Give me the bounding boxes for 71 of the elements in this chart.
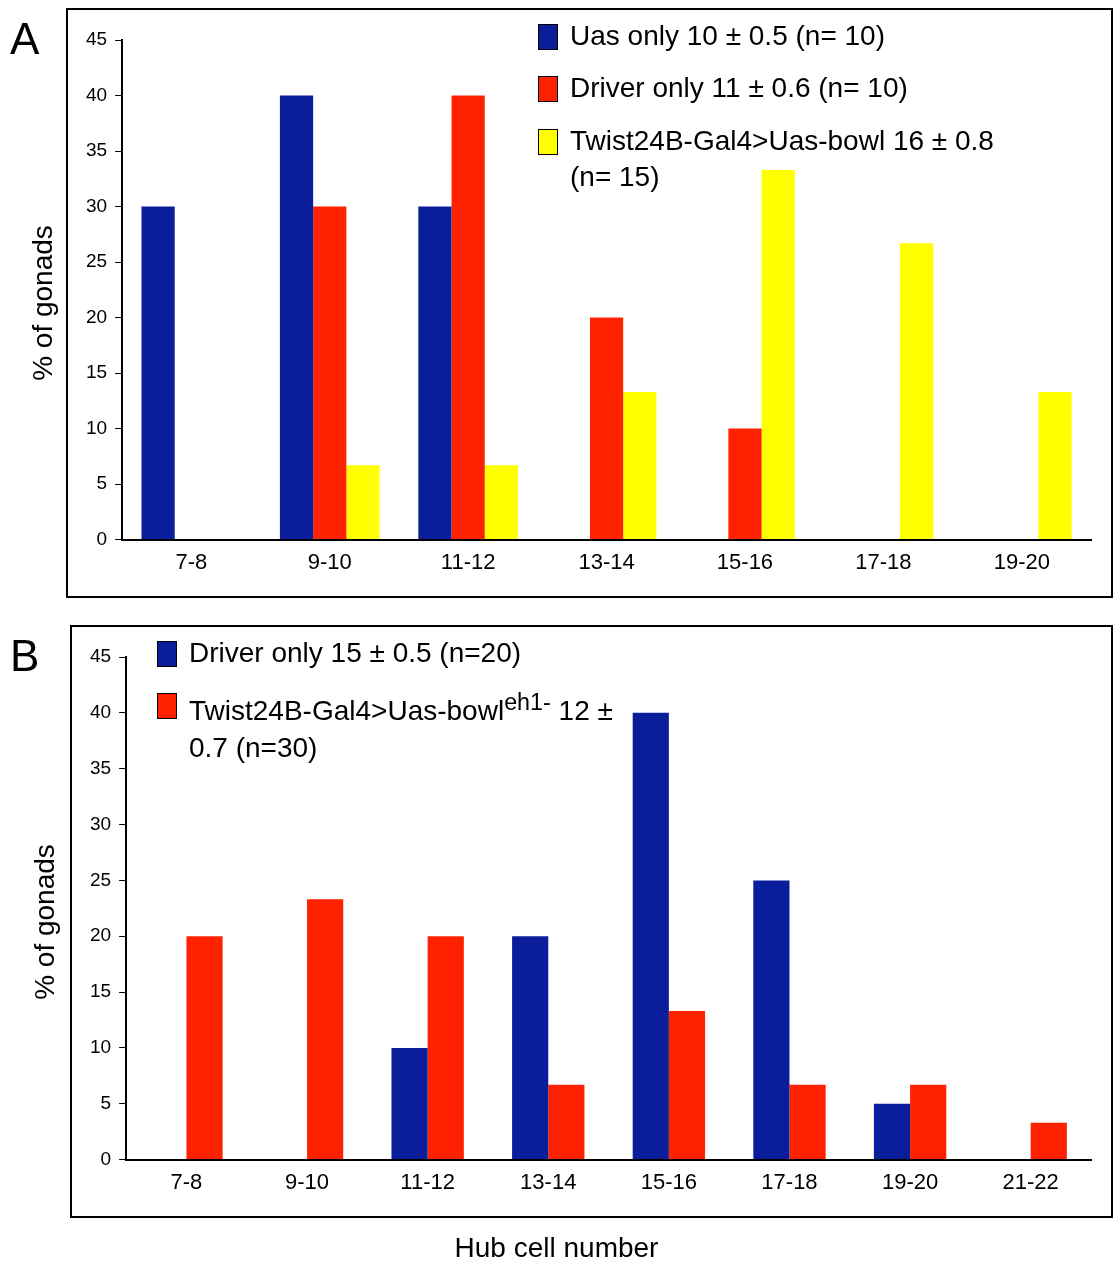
y-tick-label: 5 <box>96 472 108 494</box>
x-tick-label: 19-20 <box>993 548 1050 574</box>
legend-label: Uas only 10 ± 0.5 (n= 10) <box>570 19 885 53</box>
x-tick-label: 11-12 <box>400 1168 455 1194</box>
y-tick-label: 5 <box>100 1091 112 1113</box>
bar <box>753 880 790 1160</box>
y-tick-label: 30 <box>85 194 108 216</box>
y-tick-label: 20 <box>89 924 112 946</box>
y-tick-label: 10 <box>89 1036 112 1058</box>
y-tick-label: 25 <box>85 250 108 272</box>
y-tick-label: 0 <box>100 1147 112 1169</box>
x-tick-label: 15-16 <box>640 1168 698 1194</box>
y-tick-label: 40 <box>89 701 112 723</box>
bar <box>548 1084 585 1160</box>
bar <box>623 391 657 540</box>
x-tick-label: 9-10 <box>307 548 352 574</box>
x-tick-label: 21-22 <box>1002 1168 1059 1194</box>
bar <box>728 428 762 540</box>
y-tick-label: 15 <box>89 980 112 1002</box>
bar <box>307 899 344 1160</box>
bar <box>484 465 518 540</box>
bar <box>632 712 669 1160</box>
y-tick-label: 45 <box>85 28 108 50</box>
bar <box>418 206 452 540</box>
x-tick-label: 15-16 <box>716 548 774 574</box>
x-tick-label: 13-14 <box>578 548 635 574</box>
x-tick-label: 7-8 <box>170 1168 203 1194</box>
x-tick-label: 17-18 <box>855 548 912 574</box>
bar <box>1030 1122 1067 1160</box>
x-axis-title: Hub cell number <box>453 1232 660 1264</box>
y-tick-label: 45 <box>89 645 112 667</box>
y-tick-label: 15 <box>85 361 108 383</box>
bar <box>668 1011 706 1160</box>
x-tick-label: 7-8 <box>175 548 208 574</box>
x-tick-label: 17-18 <box>761 1168 818 1194</box>
x-tick-label: 13-14 <box>520 1168 577 1194</box>
bar <box>1038 391 1072 540</box>
bar <box>761 169 795 540</box>
bar <box>313 206 347 540</box>
bar <box>186 936 223 1160</box>
x-tick-label: 11-12 <box>440 548 496 574</box>
x-tick-label: 9-10 <box>285 1168 330 1194</box>
y-tick-label: 10 <box>85 416 108 438</box>
bar <box>512 936 549 1160</box>
text: Twist24B-Gal4>Uas-bowl$^{eh1-}$ 12 ± 0.7 (n=30) <box>189 689 613 764</box>
y-tick-label: 0 <box>96 527 108 549</box>
bar <box>391 1047 428 1160</box>
y-tick-label: 30 <box>89 812 112 834</box>
text: A <box>10 14 40 64</box>
bar <box>451 95 485 540</box>
legend-label: Twist24B-Gal4>Uas-bowl 16 ± 0.8 (n= 15) <box>570 123 995 195</box>
bar <box>900 243 934 540</box>
bar <box>789 1084 826 1160</box>
x-tick-label: 19-20 <box>881 1168 939 1194</box>
bar <box>141 206 175 540</box>
legend-label: Driver only 11 ± 0.6 (n= 10) <box>570 71 908 106</box>
y-axis-title: % of gonads <box>26 225 59 381</box>
bar <box>427 936 464 1160</box>
bar <box>910 1084 947 1160</box>
bar <box>279 95 314 540</box>
bar <box>346 465 380 540</box>
y-tick-label: 20 <box>85 305 108 327</box>
legend-label: Driver only 15 ± 0.5 (n=20) <box>189 636 522 670</box>
y-tick-label: 25 <box>89 868 112 890</box>
y-tick-label: 40 <box>85 83 108 105</box>
bar <box>589 317 624 540</box>
bar <box>873 1103 911 1160</box>
y-tick-label: 35 <box>89 756 112 778</box>
text: B <box>10 631 40 681</box>
y-axis-title: % of gonads <box>28 843 61 1000</box>
y-tick-label: 35 <box>85 139 108 161</box>
